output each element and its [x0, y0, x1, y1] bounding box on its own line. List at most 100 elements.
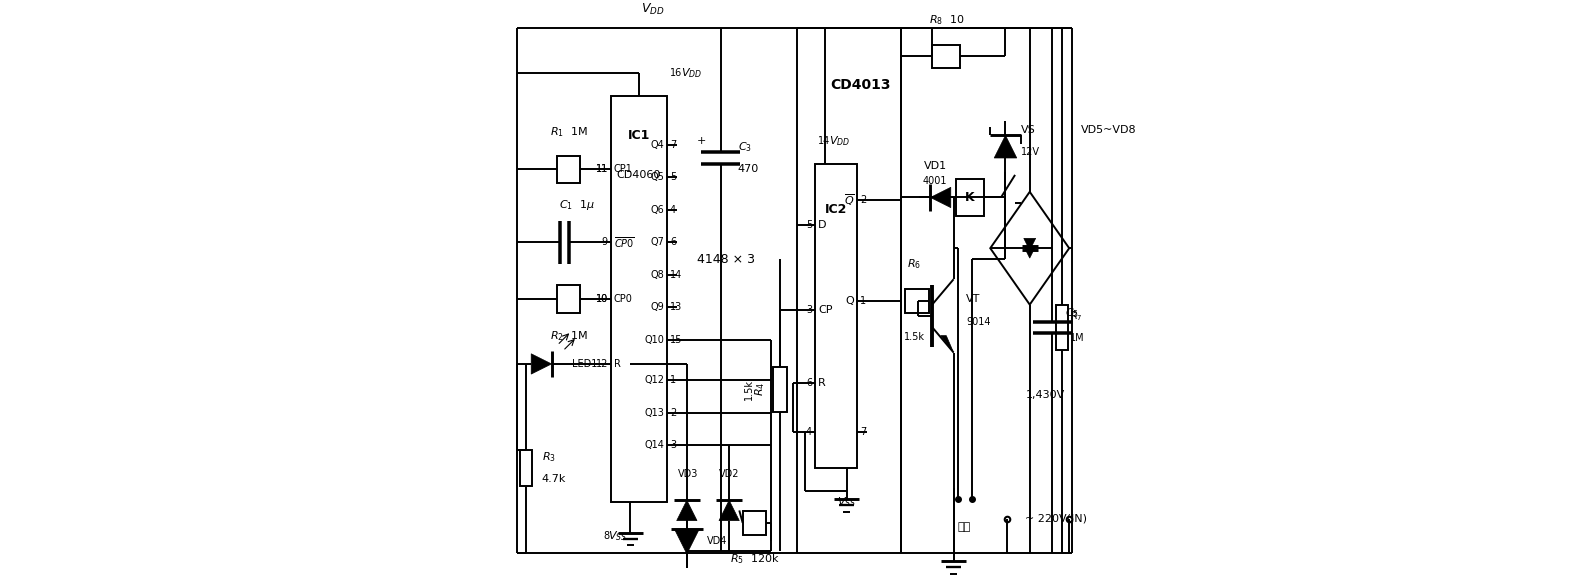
Text: 10: 10	[596, 294, 608, 304]
Bar	[556, 156, 580, 183]
Text: CP1: CP1	[613, 164, 632, 174]
Text: $R_8$  10: $R_8$ 10	[929, 13, 964, 26]
Text: 8: 8	[603, 531, 610, 541]
Text: R: R	[818, 378, 826, 388]
Text: 9: 9	[602, 237, 608, 247]
Polygon shape	[940, 336, 954, 353]
Text: +: +	[697, 136, 707, 146]
Text: 1.5k: 1.5k	[904, 332, 924, 342]
Polygon shape	[991, 192, 1069, 305]
Text: 11: 11	[596, 164, 608, 174]
Polygon shape	[1024, 238, 1035, 250]
Text: IC2: IC2	[824, 203, 848, 216]
Polygon shape	[676, 501, 697, 521]
Text: $C_5$: $C_5$	[1064, 306, 1078, 320]
Text: K: K	[966, 191, 975, 204]
Bar	[815, 164, 858, 468]
Text: 2: 2	[861, 195, 865, 205]
Text: CD4060: CD4060	[616, 170, 661, 180]
Polygon shape	[532, 354, 551, 374]
Text: $V_{SS}$: $V_{SS}$	[837, 495, 856, 509]
Text: 输出: 输出	[958, 522, 972, 532]
Text: 4: 4	[807, 427, 811, 437]
Text: 15: 15	[670, 335, 683, 344]
Text: 3: 3	[670, 440, 676, 450]
Text: $R_6$: $R_6$	[907, 257, 921, 271]
Text: 3: 3	[807, 305, 811, 315]
Text: $V_{DD}$: $V_{DD}$	[829, 134, 850, 148]
Text: $\overline{Q}$: $\overline{Q}$	[843, 192, 854, 208]
Text: 7: 7	[670, 139, 676, 150]
Text: VD3: VD3	[678, 469, 699, 479]
Text: 4: 4	[670, 204, 676, 215]
Text: 4001: 4001	[923, 176, 946, 185]
Bar	[519, 450, 532, 487]
Text: 14: 14	[670, 270, 683, 279]
Text: 6: 6	[670, 237, 676, 247]
Text: 2: 2	[670, 408, 676, 418]
Text: Q7: Q7	[651, 237, 664, 247]
Text: $C_1$  1$\mu$: $C_1$ 1$\mu$	[559, 199, 594, 213]
Text: Q4: Q4	[651, 139, 664, 150]
Text: CD4013: CD4013	[831, 78, 891, 92]
Text: $V_{DD}$: $V_{DD}$	[681, 66, 702, 80]
Text: D: D	[818, 219, 827, 229]
Bar	[611, 96, 667, 502]
Text: ~ 220V(IN): ~ 220V(IN)	[1026, 514, 1088, 524]
Text: $C_3$: $C_3$	[737, 140, 751, 154]
Text: 9014: 9014	[966, 317, 991, 327]
Text: $R_4$: $R_4$	[753, 382, 767, 396]
Text: 1,430V: 1,430V	[1026, 390, 1064, 400]
Polygon shape	[931, 187, 951, 207]
Bar	[556, 286, 580, 313]
Text: Q8: Q8	[651, 270, 664, 279]
Text: 470: 470	[737, 164, 759, 175]
Text: $R_3$: $R_3$	[542, 450, 556, 464]
Bar	[743, 511, 767, 535]
Text: IC1: IC1	[627, 129, 649, 142]
Text: 7: 7	[861, 427, 865, 437]
Bar	[773, 367, 786, 412]
Text: Q6: Q6	[651, 204, 664, 215]
Text: VD5~VD8: VD5~VD8	[1080, 125, 1135, 135]
Text: 1.5k: 1.5k	[743, 378, 754, 400]
Bar	[905, 289, 929, 313]
Text: 14: 14	[818, 136, 831, 146]
Text: 4.7k: 4.7k	[542, 475, 567, 484]
Text: $V_{DD}$: $V_{DD}$	[642, 2, 665, 17]
Text: 16: 16	[670, 69, 683, 78]
Polygon shape	[994, 135, 1016, 158]
Text: 12V: 12V	[1021, 147, 1040, 157]
Text: LED1: LED1	[572, 359, 597, 369]
Text: 1: 1	[670, 375, 676, 385]
Text: $V_{SS}$: $V_{SS}$	[608, 529, 627, 543]
Text: Q: Q	[845, 295, 854, 306]
Text: 1: 1	[861, 295, 865, 306]
Polygon shape	[1024, 247, 1035, 258]
Text: Q5: Q5	[651, 172, 664, 182]
Text: Q12: Q12	[645, 375, 664, 385]
Text: Q13: Q13	[645, 408, 664, 418]
Text: Q14: Q14	[645, 440, 664, 450]
Text: 5: 5	[670, 172, 676, 182]
Text: 11: 11	[596, 164, 608, 174]
Text: VD1: VD1	[924, 161, 946, 172]
Bar	[932, 45, 961, 68]
Text: R: R	[613, 359, 621, 369]
Text: 12: 12	[596, 359, 608, 369]
Text: VD2: VD2	[719, 469, 740, 479]
Text: $R_7$: $R_7$	[1070, 309, 1083, 323]
Text: 4148 × 3: 4148 × 3	[697, 253, 756, 266]
Text: Q9: Q9	[651, 302, 664, 312]
Text: VT: VT	[966, 294, 980, 304]
Polygon shape	[675, 529, 699, 554]
Text: CP0: CP0	[613, 294, 632, 304]
Bar	[1056, 305, 1069, 350]
Text: 6: 6	[807, 378, 811, 388]
Text: 10: 10	[596, 294, 608, 304]
Text: VD4: VD4	[707, 536, 727, 547]
Text: Q10: Q10	[645, 335, 664, 344]
Text: $R_2$  1M: $R_2$ 1M	[549, 329, 588, 343]
Text: $R_5$  120k: $R_5$ 120k	[729, 552, 780, 566]
Text: VS: VS	[1021, 125, 1035, 135]
